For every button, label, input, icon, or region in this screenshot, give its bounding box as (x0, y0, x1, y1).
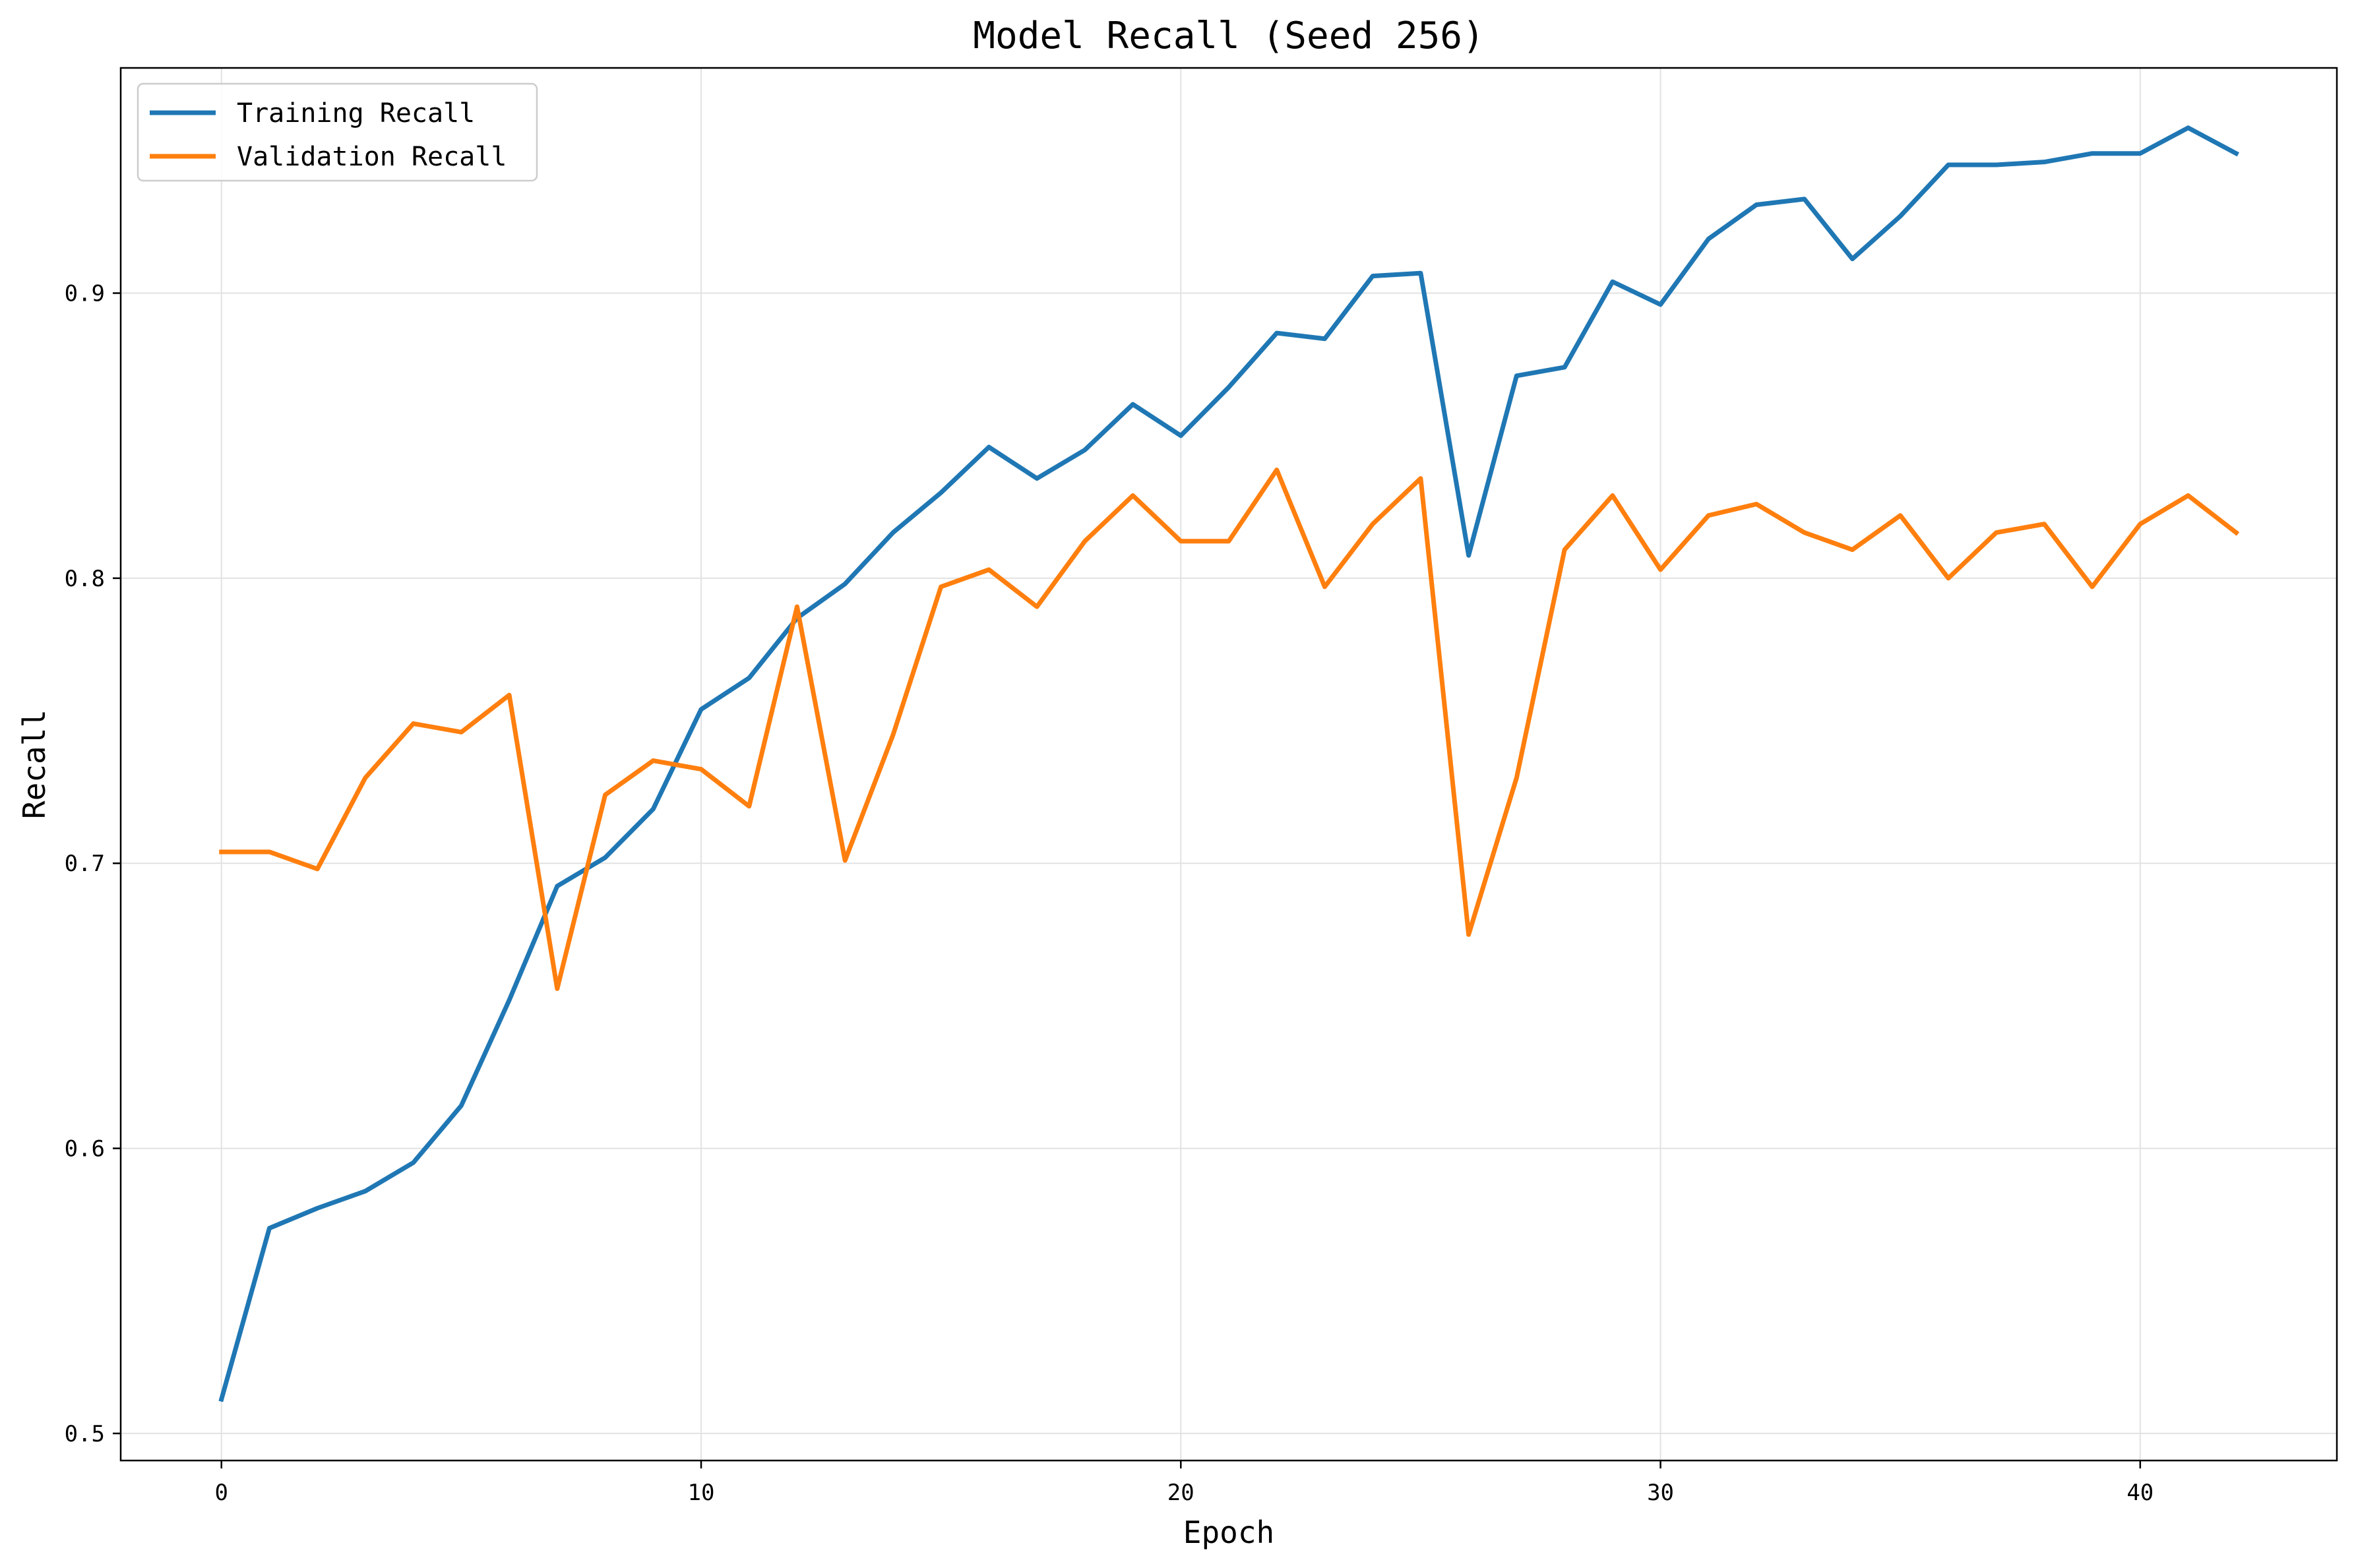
y-tick-label: 0.5 (65, 1421, 105, 1447)
x-axis-label: Epoch (1183, 1515, 1274, 1550)
x-tick-label: 0 (214, 1480, 228, 1506)
y-tick-label: 0.8 (65, 566, 105, 592)
legend-label: Training Recall (237, 98, 475, 129)
y-tick-label: 0.7 (65, 851, 105, 877)
x-tick-label: 40 (2126, 1480, 2154, 1506)
plot-frame (119, 67, 2338, 1462)
x-tick-label: 20 (1167, 1480, 1194, 1506)
legend: Training Recall Validation Recall (137, 82, 538, 182)
y-tick-label: 0.9 (65, 281, 105, 307)
y-axis-label: Recall (16, 709, 52, 819)
chart-title: Model Recall (Seed 256) (973, 15, 1484, 57)
legend-box (137, 82, 538, 182)
x-tick-label: 10 (688, 1480, 715, 1506)
series-line-training (218, 125, 2240, 1402)
grid (121, 68, 2337, 1461)
axis-ticks: 0 10 20 30 40 0.5 0.6 0.7 0.8 0.9 (65, 281, 2154, 1506)
x-tick-label: 30 (1647, 1480, 1674, 1506)
series-lines (218, 125, 2240, 1402)
y-tick-label: 0.6 (65, 1136, 105, 1162)
legend-label: Validation Recall (237, 142, 507, 172)
series-line-validation (219, 467, 2240, 991)
